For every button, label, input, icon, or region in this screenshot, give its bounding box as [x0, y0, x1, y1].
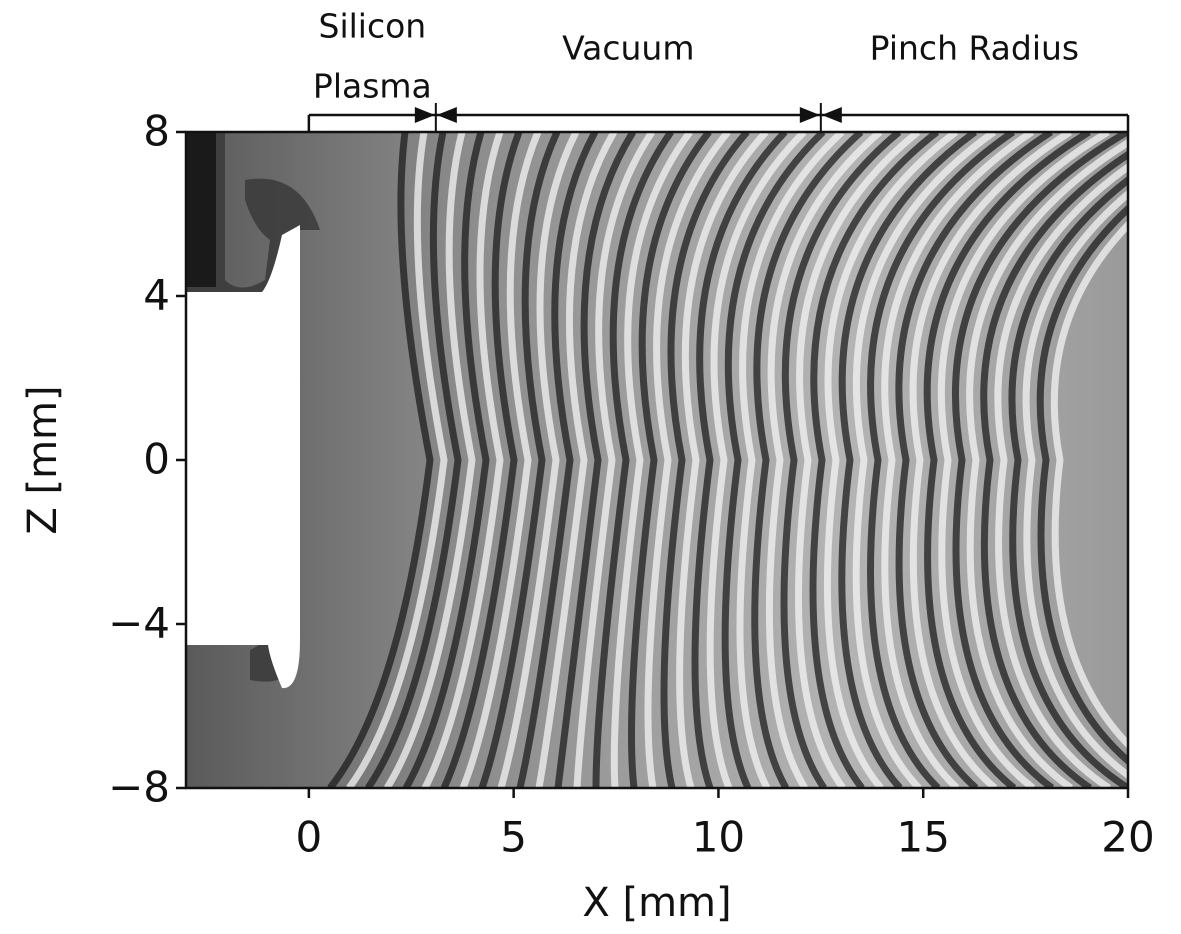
interferogram	[186, 132, 1128, 788]
fringe	[676, 132, 769, 788]
y-tick-label: 0	[143, 435, 170, 484]
fringe	[1008, 175, 1128, 788]
region-label: Plasma	[313, 67, 432, 106]
fringe	[516, 132, 599, 788]
fringe	[660, 132, 750, 788]
fringe	[809, 132, 940, 788]
fringe	[795, 132, 921, 788]
fringe	[573, 132, 655, 788]
y-tick-label: −8	[108, 763, 170, 812]
x-tick-label: 10	[692, 813, 745, 862]
fringe	[610, 132, 693, 788]
fringe	[966, 138, 1128, 788]
fringe	[909, 132, 1072, 788]
fringe	[937, 132, 1110, 788]
x-axis-label: X [mm]	[582, 880, 731, 926]
fringe	[867, 132, 1015, 788]
fringe	[895, 132, 1053, 788]
electrode-dark	[186, 132, 216, 287]
fringe	[644, 132, 731, 788]
fringe	[751, 132, 864, 788]
arrowhead	[799, 107, 820, 123]
fringe	[327, 132, 434, 788]
fringe	[721, 132, 826, 788]
arrowhead	[414, 107, 435, 123]
region-label: Silicon	[319, 7, 427, 46]
fringe	[980, 150, 1128, 788]
region-label: Pinch Radius	[870, 29, 1079, 68]
fringe	[852, 132, 997, 788]
fringe	[421, 132, 504, 788]
fringe	[736, 132, 845, 788]
fringe	[365, 132, 462, 788]
fringe	[478, 132, 561, 788]
fringe	[402, 132, 490, 788]
fringe	[592, 132, 674, 788]
fringe	[706, 132, 807, 788]
fringe	[881, 132, 1034, 788]
fringe	[994, 162, 1128, 788]
fringe	[838, 132, 978, 788]
fringe	[554, 132, 636, 788]
fringe	[346, 132, 448, 788]
fringe	[923, 132, 1091, 788]
fringe	[459, 132, 542, 788]
y-axis-label: Z [mm]	[20, 385, 66, 534]
fringes	[327, 132, 1128, 788]
x-tick-label: 20	[1101, 813, 1154, 862]
fringe	[691, 132, 788, 788]
fringe	[1036, 204, 1128, 766]
fringe	[384, 132, 476, 788]
x-tick-label: 15	[896, 813, 949, 862]
x-tick-label: 5	[500, 813, 527, 862]
fringe	[1050, 220, 1128, 750]
fringe	[535, 132, 618, 788]
fringe	[628, 132, 712, 788]
fringe	[440, 132, 523, 788]
fringe	[780, 132, 902, 788]
fringe	[823, 132, 959, 788]
fringe	[1022, 189, 1128, 780]
y-tick-label: 4	[143, 271, 170, 320]
x-tick-label: 0	[296, 813, 323, 862]
fringe	[497, 132, 580, 788]
fringe	[765, 132, 883, 788]
anode-gap	[186, 225, 300, 689]
y-tick-label: −4	[108, 599, 170, 648]
fringe	[952, 132, 1128, 788]
y-tick-label: 8	[143, 107, 170, 156]
region-label: Vacuum	[562, 29, 694, 68]
